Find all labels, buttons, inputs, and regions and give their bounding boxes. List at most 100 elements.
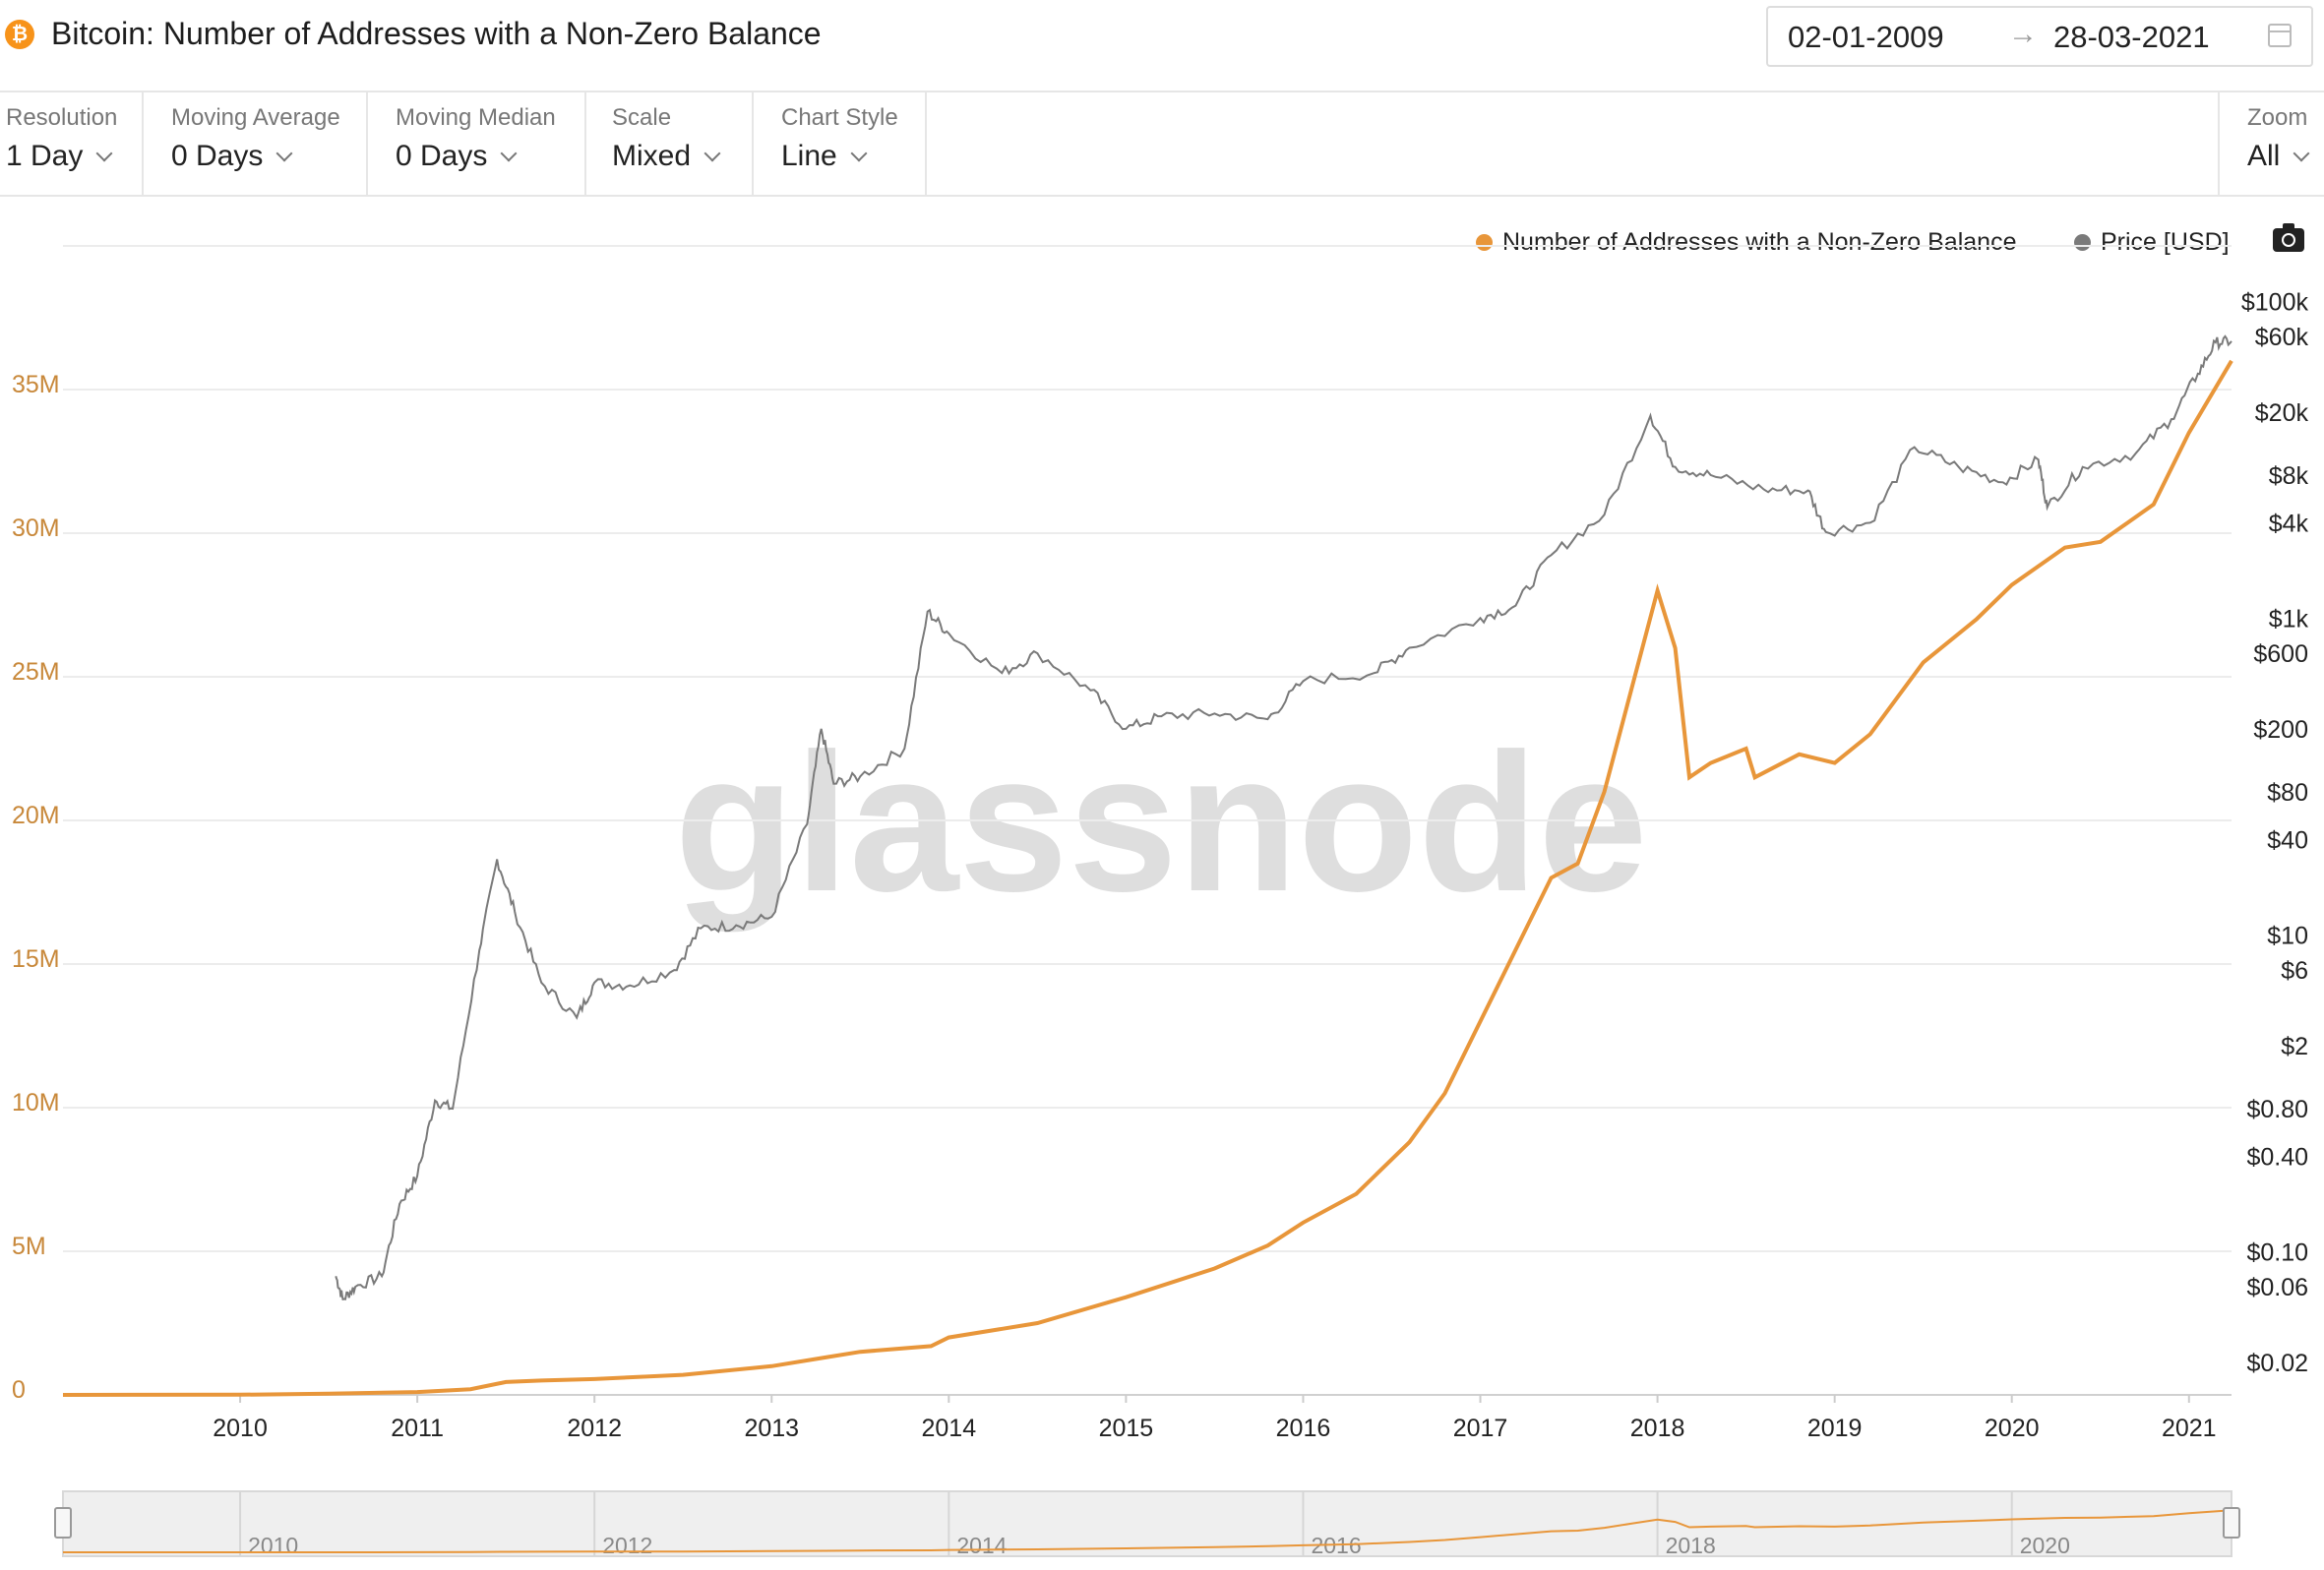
left-tick-label: 15M <box>12 945 60 973</box>
navigator-tick-label: 2010 <box>248 1533 298 1558</box>
resolution-selected: 1 Day <box>6 140 84 172</box>
camera-icon[interactable] <box>2273 223 2304 252</box>
left-tick-label: 30M <box>12 514 60 542</box>
series-line-price <box>335 334 2232 1301</box>
navigator-tick-label: 2016 <box>1311 1533 1361 1558</box>
range-navigator[interactable]: 2010 2012 2014 2016 2018 2020 <box>54 1490 2240 1558</box>
right-tick-label: $1k <box>2269 605 2309 633</box>
navigator-axis: 2010 2012 2014 2016 2018 2020 <box>239 1491 2070 1558</box>
chart-controls: Resolution 1 Day Moving Average 0 Days M… <box>0 92 2324 197</box>
right-tick-label: $20k <box>2255 399 2309 427</box>
resolution-dropdown[interactable]: Resolution 1 Day <box>0 92 144 195</box>
date-from-input[interactable]: 02-01-2009 <box>1788 20 1944 54</box>
legend-item-addresses[interactable]: Number of Addresses with a Non-Zero Bala… <box>1476 228 2016 257</box>
navigator-handle-right[interactable] <box>2223 1507 2240 1539</box>
chevron-down-icon <box>500 145 518 162</box>
grid-lines <box>63 245 2232 1396</box>
x-tick-label: 2016 <box>1276 1415 1331 1442</box>
x-tick-label: 2011 <box>391 1415 444 1442</box>
x-tick-label: 2010 <box>213 1415 268 1442</box>
x-tick-label: 2012 <box>567 1415 622 1442</box>
left-axis: 0 5M 10M 15M 20M 25M 30M 35M <box>12 371 60 1404</box>
page-title: Bitcoin: Number of Addresses with a Non-… <box>51 16 822 51</box>
chevron-down-icon <box>95 145 113 162</box>
right-tick-label: $0.40 <box>2246 1143 2308 1171</box>
zoom-dropdown[interactable]: Zoom All <box>2218 92 2324 195</box>
chevron-down-icon <box>275 145 293 162</box>
left-tick-label: 20M <box>12 802 60 829</box>
right-tick-label: $4k <box>2269 510 2309 537</box>
left-tick-label: 5M <box>12 1233 46 1260</box>
moving-median-label: Moving Median <box>396 104 556 131</box>
scale-label: Scale <box>612 104 672 131</box>
moving-average-value[interactable]: 0 Days <box>171 140 293 173</box>
legend-label-addresses: Number of Addresses with a Non-Zero Bala… <box>1502 228 2017 256</box>
legend-item-price[interactable]: Price [USD] <box>2074 228 2230 257</box>
chart-style-label: Chart Style <box>781 104 898 131</box>
scale-selected: Mixed <box>612 140 692 172</box>
x-tick-label: 2018 <box>1630 1415 1685 1442</box>
x-tick-label: 2015 <box>1099 1415 1154 1442</box>
right-tick-label: $60k <box>2255 324 2309 351</box>
navigator-handle-left[interactable] <box>54 1507 72 1539</box>
legend-dot-price <box>2074 234 2091 251</box>
left-tick-label: 35M <box>12 371 60 398</box>
header: ₿ Bitcoin: Number of Addresses with a No… <box>0 0 2324 92</box>
moving-average-selected: 0 Days <box>171 140 264 172</box>
chevron-down-icon <box>2293 145 2310 162</box>
right-tick-label: $100k <box>2241 288 2309 316</box>
bitcoin-icon: ₿ <box>5 20 34 49</box>
right-axis: $0.02 $0.06 $0.10 $0.40 $0.80 $2 $6 $10 $40 $80 $2… <box>2241 288 2309 1377</box>
right-tick-label: $2 <box>2281 1033 2308 1060</box>
left-tick-label: 25M <box>12 658 60 686</box>
x-tick-label: 2013 <box>744 1415 799 1442</box>
right-tick-label: $200 <box>2253 716 2308 744</box>
navigator-tick-label: 2012 <box>602 1533 652 1558</box>
right-tick-label: $8k <box>2269 462 2309 490</box>
moving-average-dropdown[interactable]: Moving Average 0 Days <box>144 92 368 195</box>
legend-label-price: Price [USD] <box>2101 228 2230 256</box>
right-tick-label: $0.10 <box>2246 1238 2308 1266</box>
arrow-right-icon: → <box>2008 18 2038 50</box>
right-tick-label: $40 <box>2267 826 2308 854</box>
resolution-value[interactable]: 1 Day <box>6 140 113 173</box>
x-tick-label: 2017 <box>1453 1415 1508 1442</box>
left-tick-label: 10M <box>12 1089 60 1117</box>
legend-dot-addresses <box>1476 234 1493 251</box>
right-tick-label: $0.06 <box>2246 1274 2308 1301</box>
right-tick-label: $10 <box>2267 922 2308 949</box>
zoom-label: Zoom <box>2247 104 2308 131</box>
scale-dropdown[interactable]: Scale Mixed <box>586 92 754 195</box>
right-tick-label: $600 <box>2253 640 2308 668</box>
moving-median-dropdown[interactable]: Moving Median 0 Days <box>368 92 586 195</box>
x-tick-label: 2020 <box>1985 1415 2040 1442</box>
x-tick-label: 2019 <box>1807 1415 1863 1442</box>
x-tick-label: 2021 <box>2162 1415 2217 1442</box>
x-axis: 2010 2011 2012 2013 2014 2015 2016 2017 2018 2019… <box>213 1395 2217 1442</box>
chart-style-value[interactable]: Line <box>781 140 868 173</box>
zoom-selected: All <box>2247 140 2281 172</box>
right-tick-label: $6 <box>2281 957 2308 985</box>
moving-median-value[interactable]: 0 Days <box>396 140 518 173</box>
chart-style-dropdown[interactable]: Chart Style Line <box>754 92 927 195</box>
navigator-tick-label: 2018 <box>1666 1533 1716 1558</box>
calendar-icon[interactable] <box>2268 24 2292 47</box>
moving-median-selected: 0 Days <box>396 140 488 172</box>
watermark: glassnode <box>674 713 1647 933</box>
date-to-input[interactable]: 28-03-2021 <box>2053 20 2210 54</box>
resolution-label: Resolution <box>6 104 118 131</box>
zoom-value[interactable]: All <box>2247 140 2310 173</box>
right-tick-label: $0.80 <box>2246 1096 2308 1123</box>
chevron-down-icon <box>850 145 868 162</box>
scale-value[interactable]: Mixed <box>612 140 721 173</box>
right-tick-label: $80 <box>2267 779 2308 807</box>
series-line-addresses <box>62 359 2233 1397</box>
navigator-series-line <box>63 1509 2232 1553</box>
moving-average-label: Moving Average <box>171 104 340 131</box>
navigator-tick-label: 2020 <box>2020 1533 2070 1558</box>
left-tick-label: 0 <box>12 1376 26 1404</box>
right-tick-label: $0.02 <box>2246 1350 2308 1377</box>
date-range-picker[interactable]: 02-01-2009 → 28-03-2021 <box>1766 6 2313 67</box>
chart-style-selected: Line <box>781 140 837 172</box>
navigator-tick-label: 2014 <box>956 1533 1007 1558</box>
